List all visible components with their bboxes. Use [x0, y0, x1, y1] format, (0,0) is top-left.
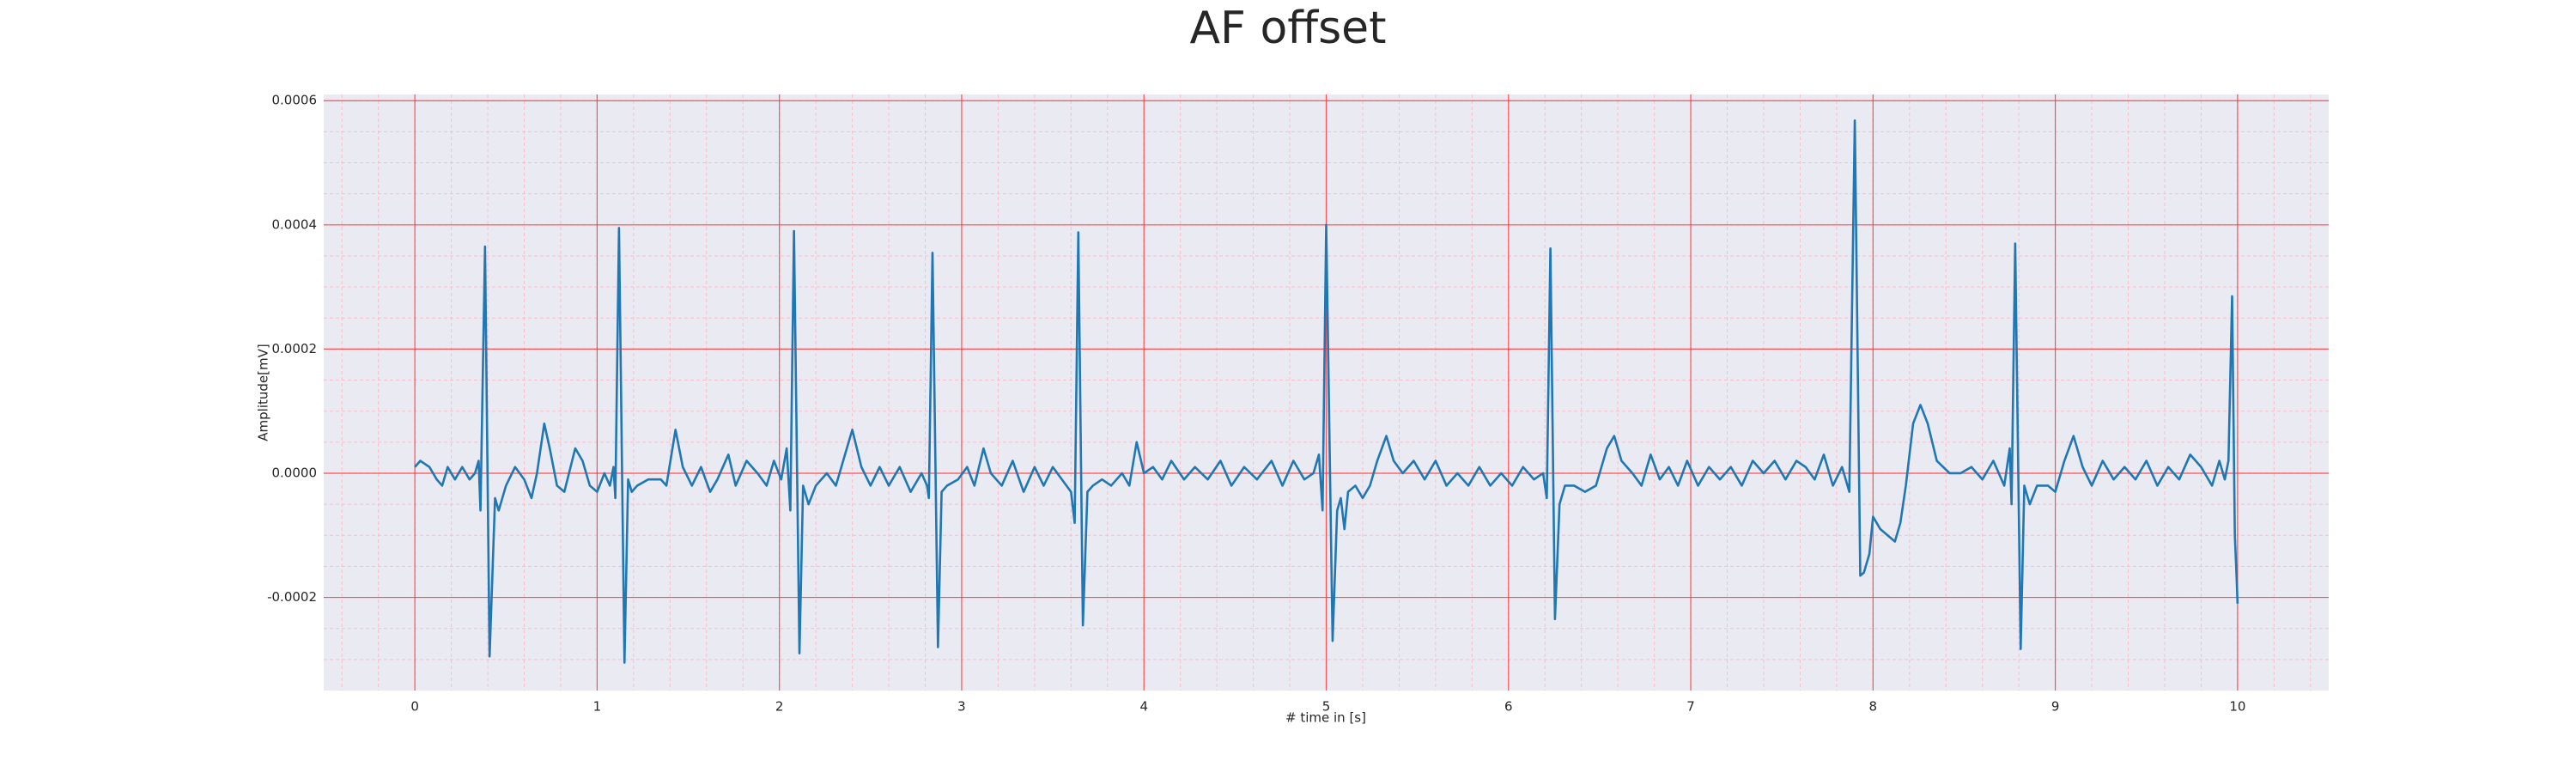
x-tick-label: 4: [1139, 699, 1148, 715]
y-tick-label: 0.0002: [272, 341, 318, 356]
x-tick-label: 9: [2051, 699, 2060, 715]
grid: [324, 94, 2329, 691]
x-tick-label: 8: [1869, 699, 1878, 715]
x-tick-label: 3: [957, 699, 966, 715]
y-tick-label: 0.0000: [272, 465, 318, 480]
x-tick-label: 2: [775, 699, 784, 715]
x-tick-label: 10: [2229, 699, 2245, 715]
y-tick-label: 0.0004: [272, 216, 318, 232]
x-tick-label: 5: [1322, 699, 1331, 715]
x-axis-label: # time in [s]: [1285, 710, 1366, 726]
y-axis-label: Amplitude[mV]: [256, 344, 271, 441]
y-tick-label: 0.0006: [272, 93, 318, 108]
ticks: 0 1 2 3 4 5 6 7 8 9 10 -0.0002 0.0000 0.0002 0.0004 0.0…: [267, 93, 2245, 715]
x-tick-label: 7: [1686, 699, 1695, 715]
y-tick-label: -0.0002: [267, 589, 317, 605]
x-tick-label: 1: [593, 699, 602, 715]
data-line: [414, 119, 2239, 664]
lines: [414, 119, 2239, 664]
x-tick-label: 0: [410, 699, 419, 715]
x-tick-label: 6: [1504, 699, 1513, 715]
chart-title: AF offset: [1189, 3, 1386, 54]
